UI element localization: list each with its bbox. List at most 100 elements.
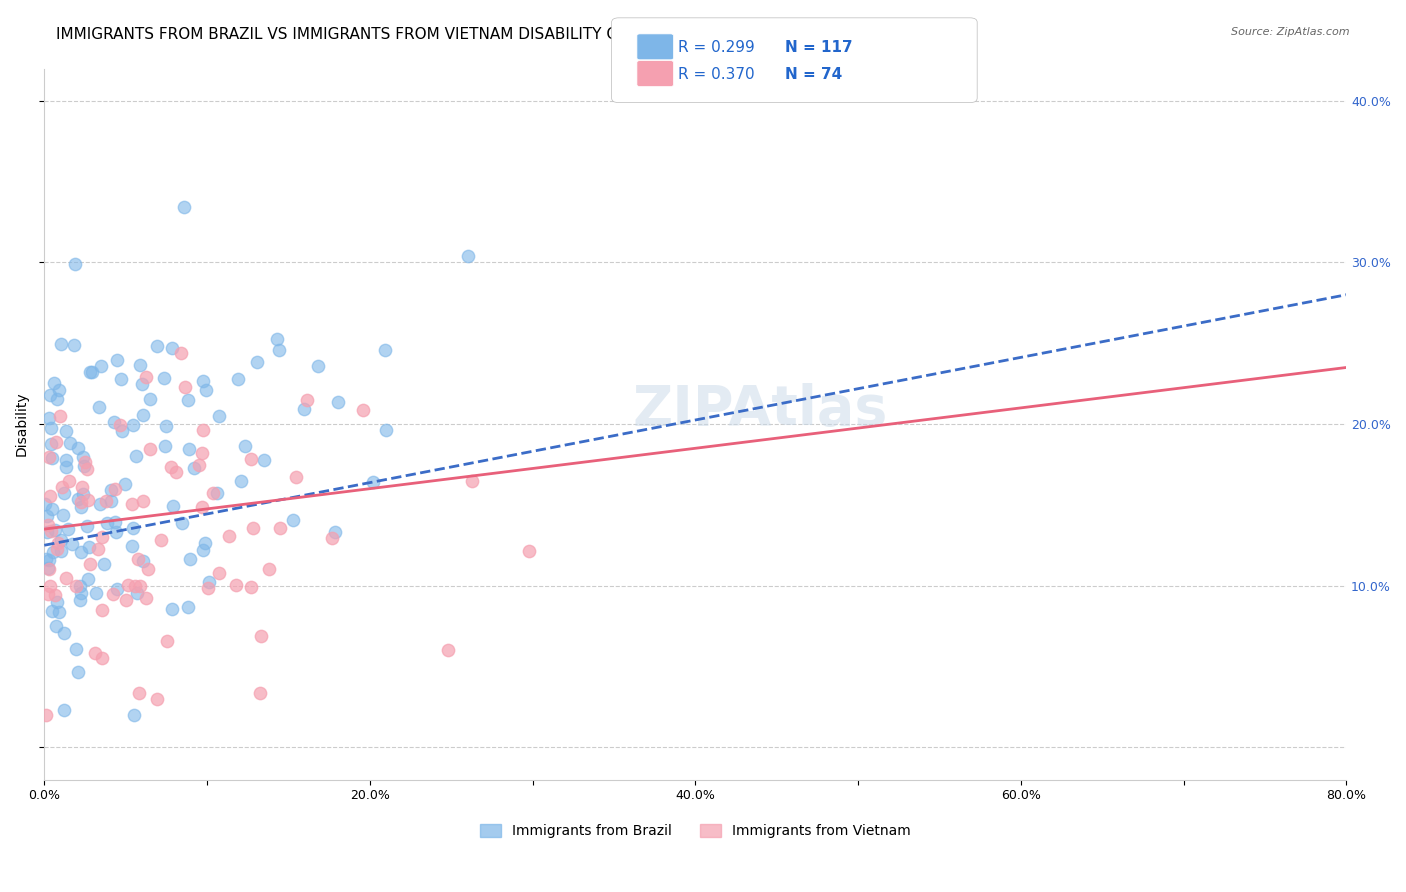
Immigrants from Brazil xyxy=(60,537,83,551)
Immigrants from Brazil xyxy=(62,338,84,352)
Immigrants from Vietnam xyxy=(160,459,183,474)
Immigrants from Vietnam xyxy=(170,345,193,359)
Immigrants from Brazil xyxy=(194,536,217,550)
Immigrants from Brazil xyxy=(253,453,276,467)
Immigrants from Brazil xyxy=(104,515,127,529)
Immigrants from Brazil xyxy=(77,541,100,555)
Immigrants from Vietnam xyxy=(38,562,60,576)
Text: ZIPAtlas: ZIPAtlas xyxy=(633,383,889,437)
Immigrants from Brazil xyxy=(34,497,56,511)
Immigrants from Brazil xyxy=(70,545,93,559)
Immigrants from Brazil xyxy=(51,337,73,351)
Immigrants from Vietnam xyxy=(51,480,73,494)
Immigrants from Brazil xyxy=(37,524,59,539)
Immigrants from Vietnam xyxy=(37,518,59,533)
Immigrants from Brazil xyxy=(84,586,107,600)
Immigrants from Brazil xyxy=(76,519,98,533)
Immigrants from Brazil xyxy=(72,486,94,500)
Text: R = 0.370: R = 0.370 xyxy=(678,67,754,81)
Immigrants from Vietnam xyxy=(259,562,281,576)
Immigrants from Brazil xyxy=(45,619,67,633)
Immigrants from Vietnam xyxy=(436,643,458,657)
Immigrants from Brazil xyxy=(131,377,153,392)
Immigrants from Vietnam xyxy=(79,557,101,571)
Immigrants from Vietnam xyxy=(101,587,124,601)
Immigrants from Vietnam xyxy=(173,380,195,394)
Immigrants from Vietnam xyxy=(352,403,374,417)
Immigrants from Brazil xyxy=(153,370,176,384)
Immigrants from Brazil xyxy=(177,442,200,456)
Immigrants from Vietnam xyxy=(37,587,59,601)
Text: IMMIGRANTS FROM BRAZIL VS IMMIGRANTS FROM VIETNAM DISABILITY CORRELATION CHART: IMMIGRANTS FROM BRAZIL VS IMMIGRANTS FRO… xyxy=(56,27,772,42)
Immigrants from Brazil xyxy=(160,341,183,355)
Immigrants from Brazil xyxy=(82,365,104,379)
Immigrants from Brazil xyxy=(44,524,66,538)
Immigrants from Vietnam xyxy=(225,578,247,592)
Immigrants from Vietnam xyxy=(94,493,117,508)
Immigrants from Vietnam xyxy=(49,409,72,424)
Immigrants from Brazil xyxy=(63,257,86,271)
Immigrants from Vietnam xyxy=(117,578,139,592)
Immigrants from Brazil xyxy=(191,543,214,558)
Text: N = 74: N = 74 xyxy=(785,67,842,81)
Immigrants from Brazil xyxy=(52,486,75,500)
Immigrants from Brazil xyxy=(100,494,122,508)
Immigrants from Brazil xyxy=(105,352,128,367)
Immigrants from Vietnam xyxy=(517,544,540,558)
Immigrants from Brazil xyxy=(48,383,70,397)
Immigrants from Brazil xyxy=(90,359,112,374)
Immigrants from Vietnam xyxy=(128,686,150,700)
Immigrants from Brazil xyxy=(69,585,91,599)
Immigrants from Brazil xyxy=(39,437,62,451)
Immigrants from Brazil xyxy=(208,409,231,424)
Immigrants from Vietnam xyxy=(70,495,93,509)
Immigrants from Brazil xyxy=(283,513,305,527)
Immigrants from Vietnam xyxy=(249,629,271,643)
Immigrants from Vietnam xyxy=(135,369,157,384)
Immigrants from Brazil xyxy=(46,595,69,609)
Immigrants from Vietnam xyxy=(321,531,343,545)
Immigrants from Brazil xyxy=(66,442,89,456)
Immigrants from Vietnam xyxy=(165,465,187,479)
Immigrants from Brazil xyxy=(55,425,77,439)
Immigrants from Vietnam xyxy=(218,529,240,543)
Immigrants from Vietnam xyxy=(39,524,62,539)
Immigrants from Brazil xyxy=(41,502,63,516)
Immigrants from Brazil xyxy=(198,574,221,589)
Immigrants from Vietnam xyxy=(285,470,308,484)
Immigrants from Vietnam xyxy=(461,474,484,488)
Immigrants from Brazil xyxy=(69,579,91,593)
Immigrants from Brazil xyxy=(162,500,184,514)
Immigrants from Brazil xyxy=(122,521,145,535)
Immigrants from Vietnam xyxy=(38,489,60,503)
Immigrants from Brazil xyxy=(110,372,132,386)
Immigrants from Brazil xyxy=(177,600,200,615)
Immigrants from Brazil xyxy=(177,392,200,407)
Immigrants from Brazil xyxy=(128,358,150,372)
Immigrants from Brazil xyxy=(59,436,82,450)
Immigrants from Brazil xyxy=(49,544,72,558)
Text: Source: ZipAtlas.com: Source: ZipAtlas.com xyxy=(1232,27,1350,37)
Immigrants from Brazil xyxy=(173,200,195,214)
Immigrants from Vietnam xyxy=(149,533,172,547)
Immigrants from Brazil xyxy=(374,343,396,358)
Immigrants from Vietnam xyxy=(45,435,67,450)
Immigrants from Vietnam xyxy=(249,685,271,699)
Immigrants from Vietnam xyxy=(295,393,318,408)
Immigrants from Vietnam xyxy=(91,651,114,665)
Immigrants from Brazil xyxy=(41,604,63,618)
Immigrants from Brazil xyxy=(38,553,60,567)
Immigrants from Brazil xyxy=(79,365,101,379)
Y-axis label: Disability: Disability xyxy=(15,392,30,457)
Immigrants from Brazil xyxy=(124,450,146,464)
Immigrants from Vietnam xyxy=(46,536,69,550)
Immigrants from Brazil xyxy=(41,451,63,466)
Immigrants from Brazil xyxy=(292,401,315,416)
Immigrants from Brazil xyxy=(51,508,73,523)
Immigrants from Vietnam xyxy=(44,589,66,603)
Immigrants from Brazil xyxy=(38,411,60,425)
Immigrants from Brazil xyxy=(103,415,125,429)
Immigrants from Brazil xyxy=(155,419,177,434)
Immigrants from Vietnam xyxy=(269,521,291,535)
Immigrants from Vietnam xyxy=(197,581,219,595)
